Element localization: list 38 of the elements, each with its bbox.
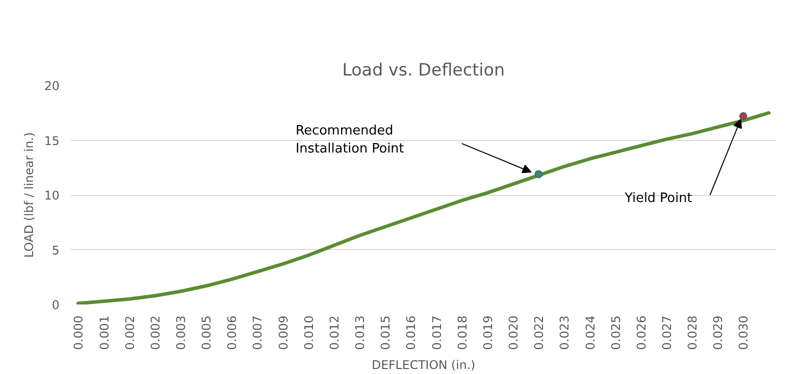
x-tick-label: 0.030: [736, 315, 751, 350]
x-tick-label: 0.023: [558, 315, 572, 350]
y-tick-label: 20: [44, 79, 60, 93]
y-tick-label: 5: [52, 243, 60, 258]
x-tick-label: 0.027: [660, 315, 674, 350]
x-tick-label: 0.026: [634, 315, 648, 350]
x-tick-label: 0.016: [404, 315, 418, 350]
x-tick-label: 0.018: [455, 315, 470, 350]
x-tick-label: 0.028: [686, 315, 700, 350]
x-tick-label: 0.019: [480, 315, 495, 350]
x-tick-label: 0.002: [148, 315, 162, 350]
x-tick-label: 0.022: [532, 315, 546, 350]
line-series: [76, 111, 771, 304]
x-tick-label: 0.006: [225, 315, 240, 350]
y-tick-label: 15: [44, 134, 60, 148]
x-tick-label: 0.009: [276, 315, 290, 350]
x-tick-label: 0.007: [250, 315, 265, 350]
x-tick-label: 0.002: [122, 315, 137, 350]
chart-title: Load vs. Deflection: [342, 60, 505, 80]
x-tick-label: 0.017: [430, 315, 444, 350]
x-tick-label: 0.029: [711, 315, 726, 350]
annotation: Recommended Installation Point: [296, 124, 404, 157]
x-tick-label: 0.003: [174, 315, 188, 350]
x-tick-label: 0.020: [506, 315, 521, 350]
y-axis-title: LOAD (lbf / linear in.): [22, 132, 36, 258]
x-tick-label: 0.010: [302, 315, 316, 350]
x-axis-title: DEFLECTION (in.): [372, 358, 476, 372]
x-tick-label: 0.024: [583, 315, 598, 350]
x-tick-label: 0.012: [327, 315, 342, 350]
annotation: Yield Point: [624, 190, 692, 206]
x-tick-label: 0.000: [72, 315, 86, 350]
x-tick-label: 0.015: [378, 315, 393, 350]
x-tick-label: 0.025: [608, 315, 623, 350]
y-tick-label: 10: [44, 188, 60, 202]
y-tick-label: 0: [52, 298, 60, 312]
x-tick-label: 0.013: [353, 315, 368, 350]
x-tick-label: 0.005: [200, 315, 214, 350]
x-tick-label: 0.001: [97, 315, 112, 350]
